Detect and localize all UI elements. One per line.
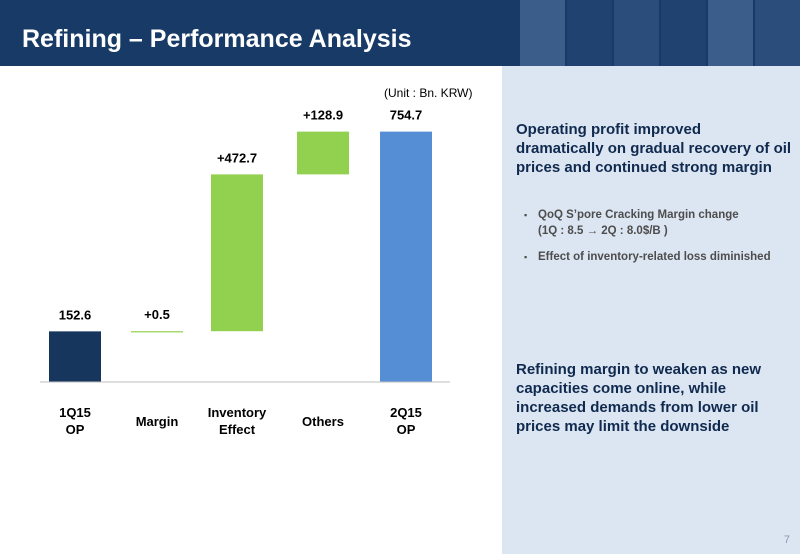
category-label: 1Q15 OP xyxy=(59,405,91,437)
page-number: 7 xyxy=(783,534,790,546)
category-label: 2Q15 OP xyxy=(390,405,422,437)
summary-panel: Operating profit improved dramatically o… xyxy=(502,66,800,554)
summary-headline: Operating profit improved dramatically o… xyxy=(516,121,792,176)
bar xyxy=(49,331,101,382)
bar xyxy=(380,131,432,382)
category-label: Inventory Effect xyxy=(208,405,267,437)
category-label: Others xyxy=(302,414,344,429)
bullet-item: ▪ Effect of inventory-related loss dimin… xyxy=(524,249,790,265)
outlook-text: Refining margin to weaken as new capacit… xyxy=(516,361,762,435)
bullet-line: Effect of inventory-related loss diminis… xyxy=(538,251,771,263)
category-label: Margin xyxy=(136,414,179,429)
data-label: +128.9 xyxy=(303,108,343,123)
unit-label: (Unit : Bn. KRW) xyxy=(384,86,473,100)
bullet-item: ▪ QoQ S’pore Cracking Margin change (1Q … xyxy=(524,207,790,239)
bullet-marker-icon: ▪ xyxy=(524,252,528,262)
bullet-line: QoQ S’pore Cracking Margin change xyxy=(538,209,739,221)
bullet-list: ▪ QoQ S’pore Cracking Margin change (1Q … xyxy=(524,207,790,275)
waterfall-chart: 152.6 +0.5 +472.7 +128.9 754.7 1Q15 OP Margin In… xyxy=(40,108,450,437)
header-decoration xyxy=(518,0,800,66)
data-label: 152.6 xyxy=(59,307,92,322)
page-title: Refining – Performance Analysis xyxy=(22,25,412,53)
bar xyxy=(211,174,263,332)
bullet-marker-icon: ▪ xyxy=(524,210,528,220)
data-label: +472.7 xyxy=(217,150,257,165)
bar xyxy=(131,331,183,333)
bar xyxy=(297,131,349,175)
bullet-line: (1Q : 8.5 → 2Q : 8.0$/B ) xyxy=(538,225,668,237)
data-label: +0.5 xyxy=(144,307,170,322)
data-label: 754.7 xyxy=(390,108,423,123)
title-bar: Refining – Performance Analysis xyxy=(0,0,800,66)
